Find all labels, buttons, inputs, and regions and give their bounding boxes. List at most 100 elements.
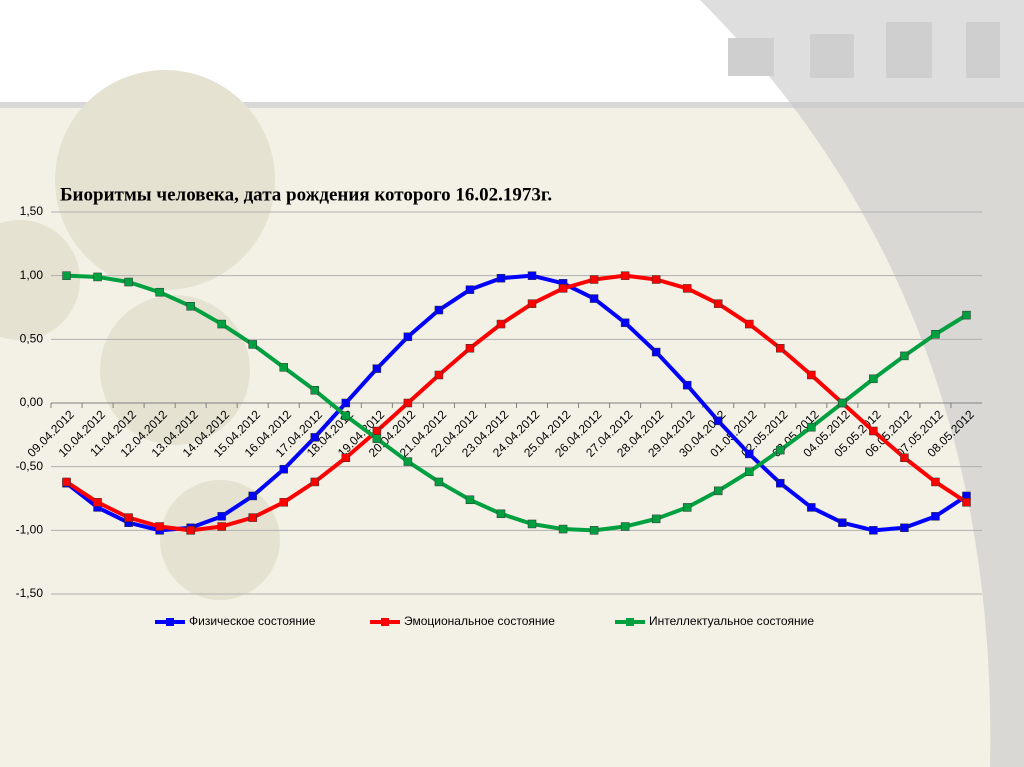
point-marker [651, 275, 661, 284]
point-marker [403, 332, 413, 342]
point-marker [341, 411, 351, 420]
series-line [66, 273, 968, 533]
legend-marker [626, 618, 634, 626]
point-marker [620, 271, 630, 280]
point-marker [527, 299, 537, 308]
point-marker [248, 340, 257, 349]
point-marker [869, 526, 878, 535]
point-marker [403, 398, 413, 408]
point-marker [776, 478, 785, 488]
point-marker [558, 524, 568, 534]
point-marker [279, 464, 288, 474]
point-marker [589, 275, 599, 284]
point-marker [682, 503, 692, 512]
point-marker [496, 509, 506, 519]
point-marker [465, 343, 475, 353]
series-line [65, 273, 968, 533]
point-marker [155, 287, 164, 297]
point-marker [745, 449, 754, 459]
point-marker [434, 370, 444, 380]
point-marker [279, 363, 288, 372]
point-marker [186, 301, 195, 311]
point-marker [745, 319, 754, 329]
point-marker [465, 285, 475, 294]
point-marker [372, 364, 382, 373]
point-marker [962, 498, 971, 507]
decor-circle [160, 480, 280, 600]
point-marker [713, 416, 723, 426]
point-marker [93, 498, 102, 507]
point-marker [745, 467, 754, 477]
point-marker [589, 294, 599, 303]
point-marker [931, 477, 940, 487]
point-marker [93, 272, 102, 282]
decor-circle [0, 220, 80, 340]
point-marker [124, 513, 133, 522]
point-marker [651, 514, 661, 524]
legend-marker [381, 618, 389, 626]
point-marker [651, 347, 661, 357]
point-marker [900, 523, 909, 533]
y-tick-label: -1,50 [16, 586, 44, 600]
point-marker [682, 380, 692, 390]
point-marker [807, 370, 816, 380]
series-line [65, 273, 968, 533]
point-marker [931, 512, 940, 521]
y-tick-label: -0,50 [16, 459, 44, 473]
point-marker [589, 526, 599, 535]
point-marker [900, 453, 909, 463]
point-marker [217, 522, 226, 531]
y-tick-label: 0,00 [20, 395, 44, 409]
decor-circle [100, 295, 250, 445]
point-marker [558, 284, 568, 293]
point-marker [776, 445, 785, 455]
point-marker [341, 453, 351, 463]
point-marker [310, 386, 320, 395]
legend-label: Интеллектуальное состояние [649, 614, 814, 628]
point-marker [341, 398, 351, 408]
point-marker [900, 351, 909, 361]
point-marker [403, 457, 413, 466]
legend-label: Эмоциональное состояние [404, 614, 555, 628]
point-marker [807, 503, 816, 512]
y-tick-label: 1,50 [20, 204, 44, 218]
point-marker [869, 426, 878, 436]
legend-marker [166, 618, 174, 626]
point-marker [838, 518, 847, 527]
point-marker [713, 486, 723, 496]
point-marker [931, 329, 940, 339]
point-marker [527, 519, 537, 529]
point-marker [620, 522, 630, 531]
point-marker [682, 284, 692, 293]
header-icons [728, 22, 1000, 78]
point-marker [620, 318, 630, 328]
point-marker [62, 477, 71, 487]
point-marker [869, 374, 878, 384]
point-marker [217, 512, 226, 521]
point-marker [310, 477, 320, 487]
legend-label: Физическое состояние [189, 614, 316, 628]
point-marker [372, 426, 382, 436]
point-marker [372, 434, 382, 443]
y-tick-label: 0,50 [20, 332, 44, 346]
point-marker [248, 513, 257, 522]
decor-band [700, 0, 1024, 767]
point-marker [310, 433, 320, 442]
y-tick-label: 1,00 [20, 268, 44, 282]
point-marker [465, 495, 475, 505]
point-marker [279, 498, 288, 507]
point-marker [434, 305, 444, 315]
point-marker [838, 398, 847, 408]
point-marker [62, 271, 71, 280]
point-marker [217, 319, 226, 329]
point-marker [527, 271, 537, 280]
point-marker [434, 477, 444, 487]
point-marker [496, 319, 506, 329]
y-tick-label: -1,00 [16, 523, 44, 537]
chart-title: Биоритмы человека, дата рождения которог… [60, 184, 552, 205]
point-marker [155, 522, 164, 531]
point-marker [807, 422, 816, 432]
point-marker [496, 273, 506, 283]
point-marker [713, 299, 723, 308]
